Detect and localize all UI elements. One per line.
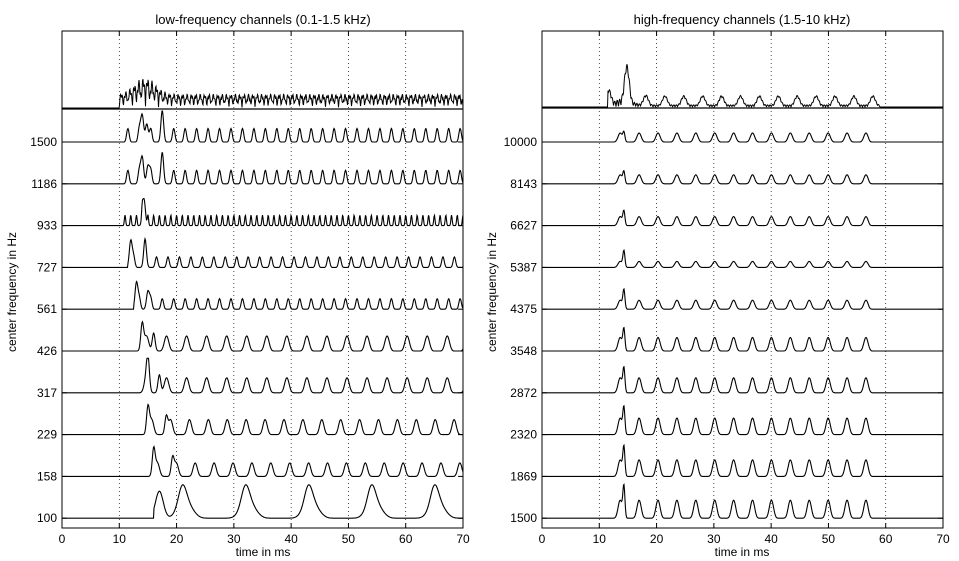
x-tick-label: 20 (650, 532, 664, 546)
channel-trace (542, 287, 943, 310)
x-tick-label: 10 (113, 532, 127, 546)
x-tick-label: 70 (936, 532, 950, 546)
x-tick-label: 10 (593, 532, 607, 546)
channel-label: 10000 (504, 135, 538, 149)
x-tick-label: 50 (822, 532, 836, 546)
x-tick-label: 60 (879, 532, 893, 546)
channel-label: 3548 (510, 344, 537, 358)
channel-label: 158 (37, 469, 57, 483)
channel-label: 2320 (510, 428, 537, 442)
channel-label: 1500 (30, 135, 57, 149)
channel-label: 561 (37, 302, 57, 316)
plot-frame (541, 30, 944, 529)
x-tick-label: 20 (170, 532, 184, 546)
right-panel-ylabel: center frequency in Hz (485, 232, 499, 352)
channel-trace (62, 152, 464, 185)
channel-trace (542, 483, 943, 519)
channel-label: 1869 (510, 469, 537, 483)
left-panel-ylabel: center frequency in Hz (5, 232, 19, 352)
x-tick-label: 30 (707, 532, 721, 546)
channel-trace (62, 403, 463, 436)
channel-label: 933 (37, 219, 57, 233)
channel-trace (62, 110, 464, 143)
channel-label: 317 (37, 386, 57, 400)
channel-trace (62, 320, 464, 352)
plot-frame (61, 30, 464, 529)
channel-trace (62, 280, 464, 310)
channel-trace (62, 484, 463, 519)
channel-trace (542, 130, 943, 143)
channel-label: 229 (37, 428, 57, 442)
channel-label: 100 (37, 511, 57, 525)
summary-trace (62, 78, 464, 109)
channel-trace (542, 326, 943, 352)
x-tick-label: 60 (399, 532, 413, 546)
left-panel-title: low-frequency channels (0.1-1.5 kHz) (155, 12, 370, 27)
left-panel: low-frequency channels (0.1-1.5 kHz) tim… (5, 12, 470, 559)
channel-label: 727 (37, 260, 57, 274)
channel-label: 426 (37, 344, 57, 358)
right-panel: high-frequency channels (1.5-10 kHz) tim… (485, 12, 950, 559)
channel-trace (62, 198, 464, 227)
channel-label: 1186 (31, 177, 57, 191)
channel-trace (62, 445, 464, 477)
channel-trace (542, 443, 943, 477)
channel-label: 6627 (510, 219, 537, 233)
x-tick-label: 70 (456, 532, 470, 546)
x-tick-label: 40 (284, 532, 298, 546)
channel-trace (542, 365, 943, 394)
x-tick-label: 50 (342, 532, 356, 546)
summary-trace (542, 64, 943, 109)
channel-label: 2872 (510, 386, 537, 400)
x-tick-label: 40 (764, 532, 778, 546)
left-panel-xlabel: time in ms (236, 545, 291, 559)
channel-trace (62, 236, 464, 268)
x-tick-label: 30 (227, 532, 241, 546)
channel-trace (542, 170, 943, 185)
channel-trace (542, 248, 943, 268)
channel-label: 8143 (510, 177, 537, 191)
right-panel-xlabel: time in ms (715, 545, 770, 559)
channel-label: 5387 (510, 260, 537, 274)
x-tick-label: 0 (539, 532, 546, 546)
channel-label: 1500 (510, 511, 537, 525)
channel-trace (62, 357, 464, 394)
channel-trace (542, 209, 943, 227)
right-panel-title: high-frequency channels (1.5-10 kHz) (634, 12, 851, 27)
x-tick-label: 0 (59, 532, 66, 546)
channel-label: 4375 (510, 302, 537, 316)
channel-trace (542, 404, 943, 436)
